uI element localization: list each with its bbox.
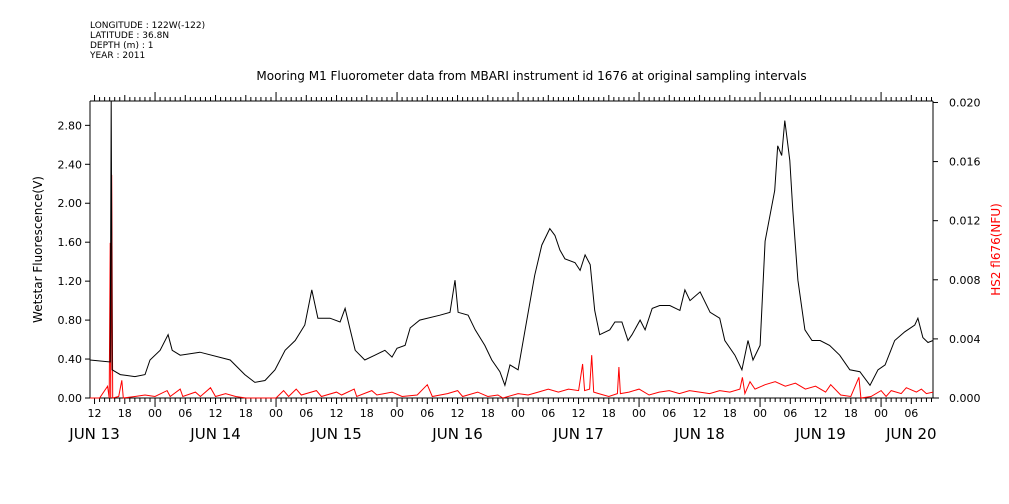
y-right-tick-label: 0.016 [949, 156, 981, 169]
x-tick-label: 00 [874, 407, 888, 420]
x-day-label: JUN 18 [673, 425, 724, 443]
year-label: YEAR : 2011 [90, 51, 146, 61]
x-day-label: JUN 20 [885, 425, 936, 443]
y-right-tick-label: 0.008 [949, 274, 981, 287]
y-right-tick-label: 0.000 [949, 392, 981, 405]
x-tick-label: 00 [753, 407, 767, 420]
y-right-tick-label: 0.004 [949, 333, 981, 346]
metadata-block: LONGITUDE : 122W(-122) LATITUDE : 36.8N … [90, 21, 205, 61]
y-right-tick-label: 0.020 [949, 96, 981, 109]
depth-label: DEPTH (m) : 1 [90, 41, 154, 51]
longitude-label: LONGITUDE : 122W(-122) [90, 21, 206, 31]
y-left-tick-label: 2.40 [58, 158, 83, 171]
x-tick-label: 12 [814, 407, 828, 420]
x-day-label: JUN 14 [189, 425, 240, 443]
x-tick-label: 06 [178, 407, 192, 420]
x-tick-label: 18 [844, 407, 858, 420]
x-day-label: JUN 19 [794, 425, 845, 443]
x-day-label: JUN 13 [68, 425, 119, 443]
y-right-label: HS2 fl676(NFU) [989, 203, 1003, 296]
y-left-tick-label: 2.00 [58, 197, 83, 210]
latitude-label: LATITUDE : 36.8N [90, 31, 170, 41]
x-tick-label: 12 [451, 407, 465, 420]
x-tick-label: 18 [239, 407, 253, 420]
y-left-tick-label: 2.80 [58, 119, 83, 132]
y-left-tick-label: 0.00 [58, 392, 83, 405]
x-tick-label: 06 [420, 407, 434, 420]
x-tick-label: 00 [269, 407, 283, 420]
x-tick-label: 00 [511, 407, 525, 420]
x-tick-label: 00 [390, 407, 404, 420]
x-day-label: JUN 16 [431, 425, 482, 443]
x-tick-label: 12 [330, 407, 344, 420]
series-line-hs2 [90, 174, 934, 399]
x-tick-label: 18 [118, 407, 132, 420]
x-tick-label: 18 [481, 407, 495, 420]
x-tick-label: 06 [904, 407, 918, 420]
x-tick-label: 06 [541, 407, 555, 420]
y-left-tick-label: 1.60 [58, 236, 83, 249]
x-tick-label: 06 [783, 407, 797, 420]
y-left-tick-label: 1.20 [58, 275, 83, 288]
y-right-tick-label: 0.012 [949, 215, 981, 228]
x-tick-label: 12 [572, 407, 586, 420]
x-tick-label: 12 [693, 407, 707, 420]
x-day-label: JUN 17 [552, 425, 603, 443]
x-tick-label: 00 [148, 407, 162, 420]
y-left-tick-label: 0.40 [58, 353, 83, 366]
x-tick-label: 06 [299, 407, 313, 420]
series-line-fluorescence [89, 100, 934, 387]
x-tick-label: 18 [602, 407, 616, 420]
x-tick-label: 06 [662, 407, 676, 420]
x-tick-label: 12 [209, 407, 223, 420]
chart-title: Mooring M1 Fluorometer data from MBARI i… [256, 69, 806, 83]
y-left-label: Wetstar Fluorescence(V) [31, 176, 45, 323]
x-tick-label: 18 [360, 407, 374, 420]
x-day-label: JUN 15 [310, 425, 361, 443]
x-tick-label: 18 [723, 407, 737, 420]
y-left-tick-label: 0.80 [58, 314, 83, 327]
x-tick-label: 12 [88, 407, 102, 420]
x-tick-label: 00 [632, 407, 646, 420]
